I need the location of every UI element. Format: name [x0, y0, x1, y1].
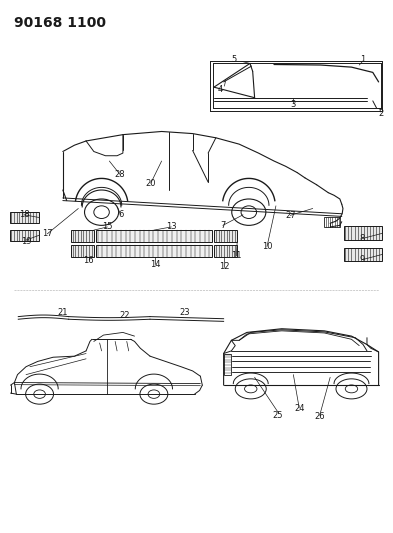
- FancyBboxPatch shape: [344, 247, 382, 261]
- FancyBboxPatch shape: [10, 212, 39, 223]
- Text: 2: 2: [378, 109, 384, 118]
- FancyBboxPatch shape: [10, 230, 39, 241]
- Text: 9: 9: [360, 255, 365, 264]
- FancyBboxPatch shape: [224, 353, 231, 375]
- Text: 20: 20: [145, 179, 156, 188]
- Text: 8: 8: [360, 234, 365, 243]
- Text: 15: 15: [102, 222, 113, 231]
- FancyBboxPatch shape: [71, 245, 94, 257]
- FancyBboxPatch shape: [71, 230, 94, 241]
- FancyBboxPatch shape: [214, 245, 237, 257]
- Text: 24: 24: [294, 405, 305, 414]
- Text: 25: 25: [273, 411, 283, 420]
- Text: 23: 23: [180, 309, 190, 318]
- FancyBboxPatch shape: [96, 230, 212, 241]
- Text: 18: 18: [19, 211, 29, 219]
- Text: 19: 19: [21, 237, 31, 246]
- Text: 4: 4: [218, 85, 223, 94]
- Text: 28: 28: [114, 169, 125, 179]
- Text: 11: 11: [231, 252, 242, 261]
- Text: 21: 21: [58, 308, 68, 317]
- Text: 13: 13: [166, 222, 176, 231]
- Text: 10: 10: [262, 242, 272, 251]
- Text: 12: 12: [219, 262, 230, 271]
- Text: 3: 3: [291, 100, 296, 109]
- Text: 26: 26: [314, 413, 325, 421]
- Text: 14: 14: [150, 260, 160, 269]
- Text: 6: 6: [118, 211, 124, 219]
- Text: 7: 7: [220, 221, 226, 230]
- Text: 27: 27: [285, 211, 296, 220]
- Text: 90168 1100: 90168 1100: [15, 16, 107, 30]
- Text: 16: 16: [83, 256, 94, 265]
- Bar: [324, 217, 340, 227]
- FancyBboxPatch shape: [344, 227, 382, 240]
- Text: 1: 1: [360, 55, 366, 64]
- FancyBboxPatch shape: [214, 230, 237, 241]
- Text: 5: 5: [232, 55, 237, 64]
- Text: 17: 17: [42, 229, 53, 238]
- Text: 22: 22: [119, 311, 130, 320]
- FancyBboxPatch shape: [96, 245, 212, 257]
